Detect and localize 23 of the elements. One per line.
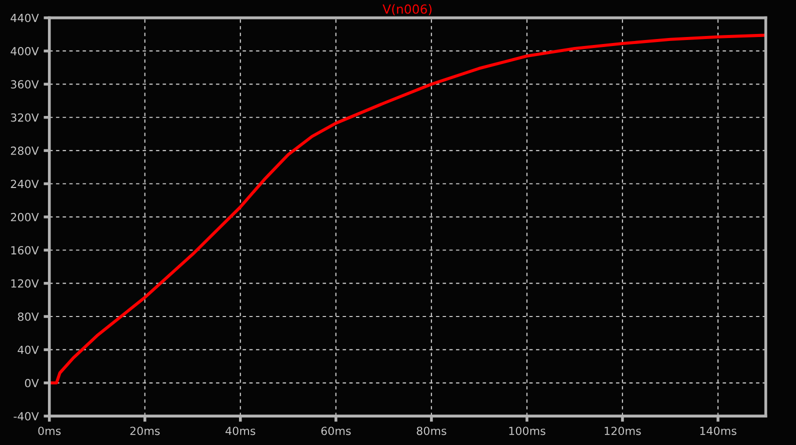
y-tick-label: 360V (10, 80, 39, 89)
y-tick-label: 440V (10, 14, 39, 22)
chart-title: V(n006) (382, 4, 432, 16)
y-tick-label: 280V (10, 146, 39, 155)
x-tick-label: 0ms (38, 426, 61, 436)
y-tick-label: 200V (10, 212, 39, 222)
y-tick-label: 120V (11, 279, 39, 288)
x-tick-label: 20ms (130, 426, 160, 436)
x-tick-label: 140ms (700, 426, 736, 436)
y-tick-label: 400V (10, 46, 39, 56)
y-tick-label: 160V (11, 246, 39, 255)
x-tick-label: 120ms (604, 426, 641, 436)
y-tick-label: 0V (25, 378, 39, 388)
y-tick-label: 240V (10, 180, 39, 188)
y-tick-label: 40V (18, 346, 39, 354)
x-tick-label: 60ms (321, 426, 351, 436)
x-tick-label: 100ms (509, 426, 546, 436)
y-tick-label: 320V (10, 113, 39, 122)
line-series (49, 34, 766, 384)
x-tick-label: 80ms (416, 426, 446, 436)
y-tick-label: -40V (14, 412, 39, 420)
x-tick-label: 40ms (226, 426, 256, 436)
y-tick-label: 80V (18, 312, 39, 321)
